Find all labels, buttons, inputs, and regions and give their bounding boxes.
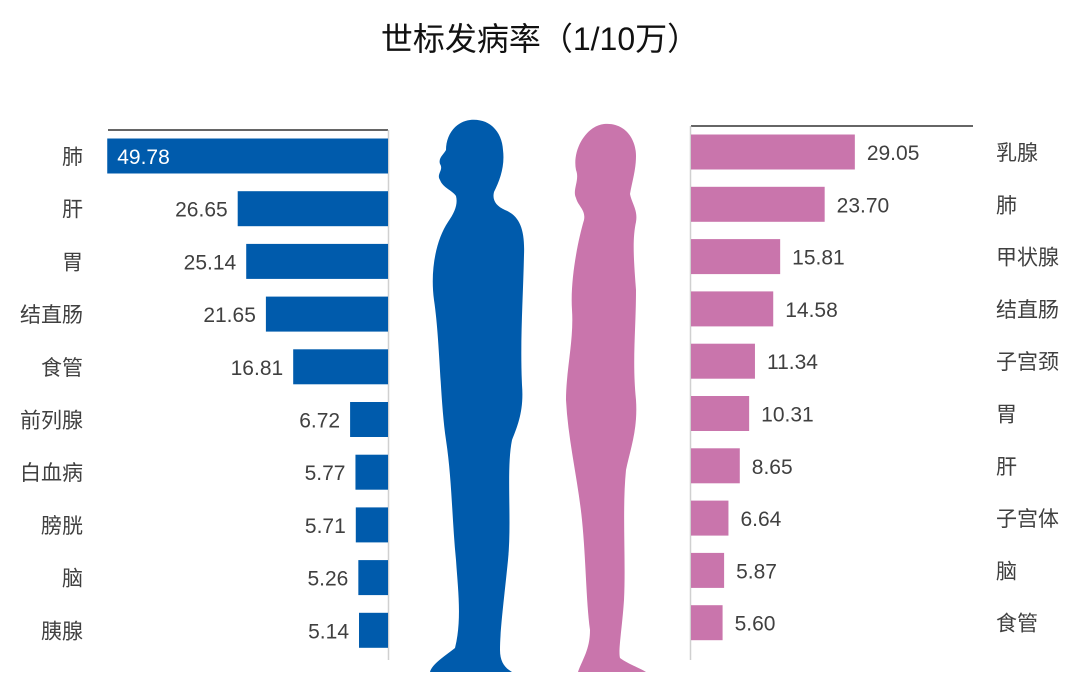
- male-value-label: 5.77: [305, 462, 346, 485]
- male-category-label: 食管: [41, 357, 83, 380]
- female-bar: [691, 239, 781, 275]
- chart-title: 世标发病率（1/10万）: [380, 21, 700, 57]
- male-bar: [237, 191, 388, 227]
- male-category-label: 肺: [62, 146, 83, 169]
- male-value-label: 49.78: [117, 146, 170, 169]
- male-value-label: 5.14: [308, 620, 349, 643]
- female-bar: [691, 134, 855, 170]
- female-value-label: 29.05: [867, 142, 920, 165]
- male-category-label: 前列腺: [20, 410, 83, 433]
- female-category-label: 脑: [996, 560, 1017, 583]
- male-bar: [293, 349, 388, 385]
- female-value-label: 10.31: [761, 404, 814, 427]
- male-value-label: 5.26: [307, 568, 348, 591]
- female-value-label: 15.81: [792, 247, 845, 270]
- male-bar: [107, 138, 389, 174]
- female-category-label: 肺: [996, 194, 1017, 217]
- female-category-label: 子宫体: [996, 508, 1059, 531]
- female-category-label: 子宫颈: [996, 351, 1059, 374]
- male-bar: [355, 507, 388, 543]
- female-value-label: 14.58: [785, 299, 838, 322]
- female-bar: [691, 396, 750, 431]
- female-value-label: 6.64: [740, 508, 781, 531]
- male-category-label: 肝: [62, 199, 83, 222]
- female-category-label: 乳腺: [996, 142, 1038, 165]
- male-silhouette-icon: [430, 119, 525, 673]
- female-category-label: 胃: [996, 404, 1017, 427]
- male-category-label: 膀胱: [41, 515, 83, 538]
- male-bar: [350, 402, 388, 437]
- female-bar: [691, 448, 740, 484]
- female-bar: [691, 186, 825, 222]
- female-value-label: 11.34: [767, 351, 818, 374]
- female-category-label: 甲状腺: [996, 247, 1059, 270]
- male-value-label: 21.65: [203, 304, 256, 327]
- female-value-label: 5.60: [735, 613, 776, 636]
- male-bar: [246, 243, 388, 279]
- female-category-label: 食管: [996, 613, 1038, 636]
- female-value-label: 23.70: [837, 194, 890, 217]
- female-bar: [691, 552, 725, 588]
- female-category-label: 肝: [996, 456, 1017, 479]
- male-value-label: 26.65: [175, 199, 228, 222]
- female-bar: [691, 291, 774, 327]
- female-silhouette-icon: [566, 123, 646, 672]
- male-value-label: 16.81: [231, 357, 284, 380]
- male-category-label: 白血病: [20, 462, 83, 485]
- female-category-label: 结直肠: [996, 299, 1059, 322]
- female-bar: [691, 343, 755, 379]
- male-bar: [265, 296, 388, 332]
- male-category-label: 脑: [62, 568, 83, 591]
- male-category-label: 结直肠: [20, 304, 83, 327]
- male-bar: [358, 560, 388, 596]
- male-value-label: 5.71: [305, 515, 346, 538]
- female-value-label: 5.87: [736, 560, 777, 583]
- male-value-label: 25.14: [184, 251, 237, 274]
- male-bar: [359, 612, 388, 648]
- male-value-label: 6.72: [299, 410, 340, 433]
- female-value-label: 8.65: [752, 456, 793, 479]
- male-category-label: 胃: [62, 251, 83, 274]
- male-bar: [355, 454, 388, 490]
- female-bar: [691, 605, 723, 641]
- female-bar: [691, 500, 729, 536]
- male-category-label: 胰腺: [41, 620, 83, 643]
